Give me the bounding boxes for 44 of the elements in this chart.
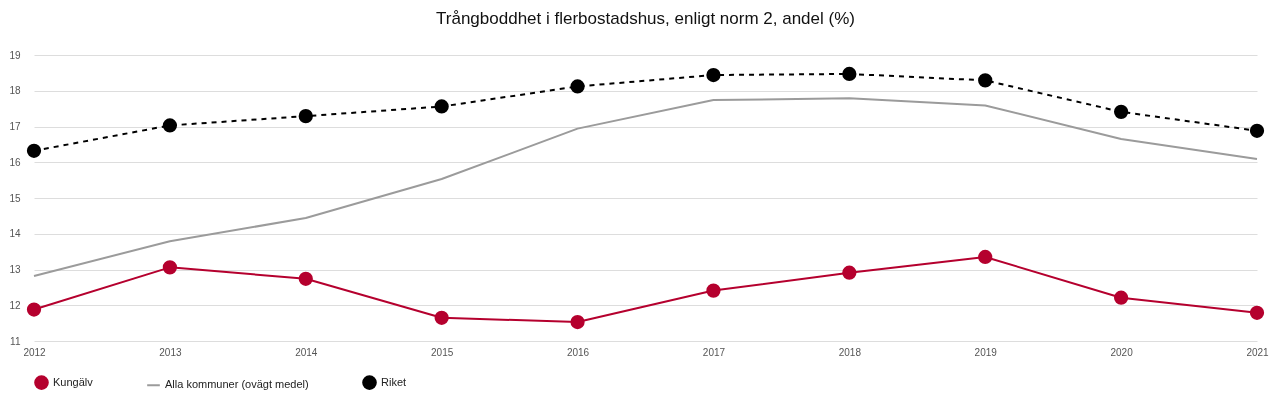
x-tick-label: 2018 (838, 346, 862, 358)
point (842, 66, 857, 82)
x-tick-label: 2013 (159, 346, 182, 358)
y-tick-label: 15 (9, 192, 21, 204)
x-tick-label: 2020 (1110, 346, 1134, 358)
point (978, 249, 993, 265)
point (26, 143, 42, 158)
point (162, 118, 178, 133)
x-tick-label: 2014 (295, 346, 318, 358)
point (706, 283, 721, 298)
x-tick-label: 2012 (23, 346, 47, 358)
legend-label: Kungälv (53, 375, 94, 388)
x-tick-label: 2021 (1246, 346, 1270, 358)
x-tick-label: 2015 (431, 346, 454, 358)
point (298, 109, 313, 124)
point (298, 271, 313, 286)
y-tick-label: 11 (10, 335, 21, 347)
y-tick-label: 12 (9, 299, 21, 311)
point (570, 79, 585, 94)
x-tick-label: 2019 (974, 346, 998, 358)
point (1113, 290, 1129, 305)
y-tick-label: 13 (9, 264, 21, 275)
y-tick-label: 14 (9, 228, 21, 240)
point (162, 260, 178, 275)
y-tick-label: 16 (9, 156, 21, 168)
point (706, 67, 721, 83)
point (1249, 305, 1265, 320)
point (570, 314, 585, 330)
y-tick-label: 17 (9, 121, 21, 132)
point (842, 265, 857, 280)
x-tick-label: 2016 (566, 346, 590, 358)
point (434, 99, 449, 114)
x-tick-label: 2017 (702, 346, 726, 358)
point (978, 73, 993, 88)
point (26, 302, 42, 317)
y-tick-label: 19 (9, 49, 21, 61)
point (1249, 123, 1265, 138)
y-tick-label: 18 (9, 85, 21, 97)
line-series (33, 97, 1258, 277)
legend-label: Alla kommuner (ovägt medel) (165, 378, 309, 391)
legend-label: Riket (381, 375, 407, 388)
point (434, 310, 449, 325)
point (1113, 104, 1129, 119)
chart-title: Trångboddhet i flerbostadshus, enligt norm 2, andel (%) (436, 9, 855, 28)
